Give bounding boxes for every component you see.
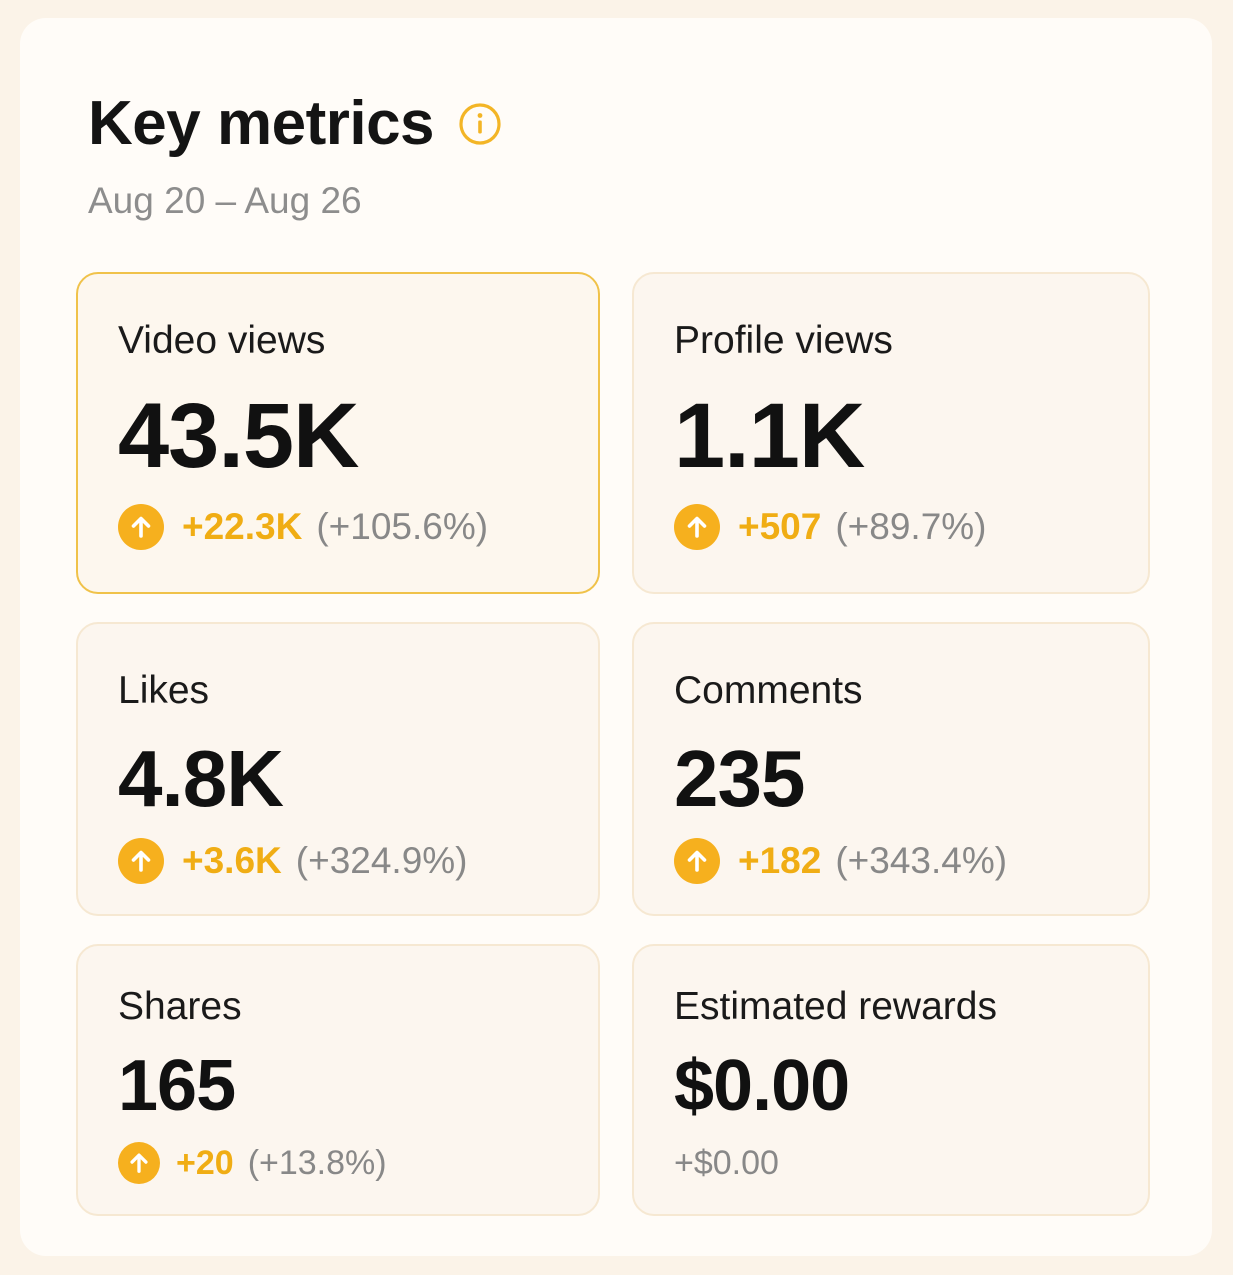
metric-delta: +3.6K [182, 840, 282, 881]
metric-card-comments[interactable]: Comments 235 +182 (+343.4%) [632, 622, 1150, 916]
metric-card-likes[interactable]: Likes 4.8K +3.6K (+324.9%) [76, 622, 600, 916]
metric-card-estimated-rewards[interactable]: Estimated rewards $0.00 +$0.00 [632, 944, 1150, 1216]
metric-percent: (+324.9%) [295, 840, 468, 881]
title-row: Key metrics [88, 88, 502, 160]
metric-label: Shares [118, 985, 242, 1028]
metric-value: 235 [674, 734, 805, 823]
metric-value: 1.1K [674, 385, 865, 487]
metric-delta: +182 [738, 840, 822, 881]
metric-change: +22.3K (+105.6%) [118, 504, 488, 550]
metric-label: Likes [118, 669, 210, 712]
metric-change: +182 (+343.4%) [674, 838, 1007, 884]
metric-change: +20 (+13.8%) [118, 1140, 387, 1186]
info-icon[interactable] [458, 102, 502, 146]
metric-change: +$0.00 [674, 1140, 779, 1186]
metric-label: Comments [674, 669, 863, 712]
metric-value: 4.8K [118, 734, 284, 823]
date-range: Aug 20 – Aug 26 [88, 180, 362, 221]
metric-percent: (+89.7%) [835, 506, 987, 547]
metric-card-profile-views[interactable]: Profile views 1.1K +507 (+89.7%) [632, 272, 1150, 594]
metric-label: Profile views [674, 319, 893, 362]
arrow-up-circle-icon [118, 838, 164, 884]
page-title: Key metrics [88, 89, 435, 158]
metric-delta: +$0.00 [674, 1144, 779, 1182]
metric-value: 43.5K [118, 385, 359, 487]
metric-value: $0.00 [674, 1046, 850, 1126]
metric-label: Estimated rewards [674, 985, 997, 1028]
metric-percent: (+13.8%) [247, 1144, 387, 1182]
metric-change: +507 (+89.7%) [674, 504, 987, 550]
arrow-up-circle-icon [118, 504, 164, 550]
metric-value: 165 [118, 1046, 236, 1126]
metric-delta: +22.3K [182, 506, 303, 547]
metric-delta: +507 [738, 506, 822, 547]
metric-delta: +20 [176, 1144, 234, 1182]
metric-change: +3.6K (+324.9%) [118, 838, 468, 884]
arrow-up-circle-icon [118, 1142, 160, 1184]
metric-percent: (+343.4%) [835, 840, 1008, 881]
metric-card-video-views[interactable]: Video views 43.5K +22.3K (+105.6%) [76, 272, 600, 594]
arrow-up-circle-icon [674, 838, 720, 884]
metric-percent: (+105.6%) [316, 506, 489, 547]
metric-label: Video views [118, 319, 326, 362]
key-metrics-panel: Key metrics Aug 20 – Aug 26 Video views … [20, 18, 1212, 1256]
metric-card-shares[interactable]: Shares 165 +20 (+13.8%) [76, 944, 600, 1216]
arrow-up-circle-icon [674, 504, 720, 550]
